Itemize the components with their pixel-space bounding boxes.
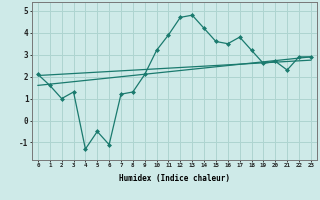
X-axis label: Humidex (Indice chaleur): Humidex (Indice chaleur) [119, 174, 230, 183]
